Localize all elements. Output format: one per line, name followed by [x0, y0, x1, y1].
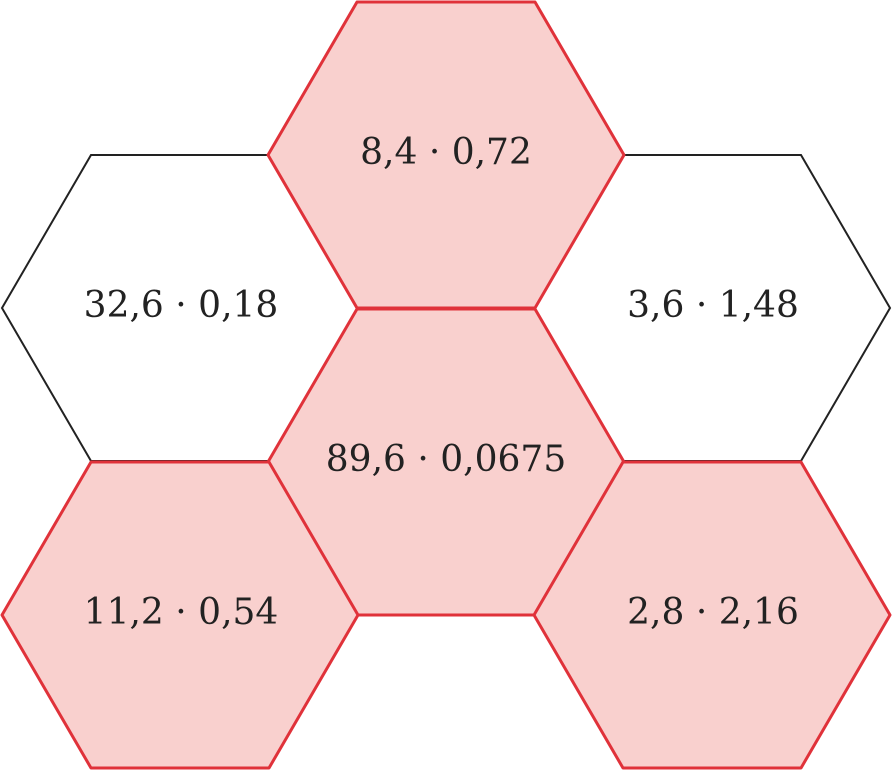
hexagon-highlighted	[0, 460, 360, 770]
hexagon-label: 89,6 · 0,0675	[326, 439, 566, 480]
hexagon-label: 3,6 · 1,48	[627, 285, 799, 326]
hexagon-label: 32,6 · 0,18	[84, 285, 279, 326]
hexagon-label: 8,4 · 0,72	[360, 132, 532, 173]
hexagon-highlighted	[532, 460, 892, 770]
hexagon-label: 11,2 · 0,54	[84, 592, 279, 633]
hexagon-label: 2,8 · 2,16	[627, 592, 799, 633]
